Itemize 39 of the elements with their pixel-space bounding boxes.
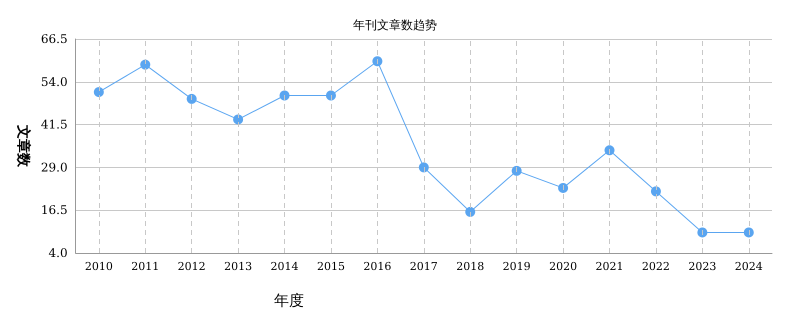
y-tick-label: 54.0: [40, 74, 68, 89]
y-tick-label: 66.5: [40, 32, 68, 46]
point: [372, 56, 382, 66]
x-tick-label: 2017: [410, 260, 438, 273]
point: [280, 90, 290, 100]
x-tick-label: 2010: [84, 260, 113, 273]
point: [465, 206, 476, 217]
x-tick-label: 2019: [502, 260, 531, 273]
y-tick-label: 4.0: [48, 246, 68, 260]
point: [650, 186, 661, 196]
x-tick-label: 2020: [549, 260, 578, 273]
y-tick-label: 41.5: [40, 118, 68, 132]
point: [604, 145, 615, 156]
x-tick-label: 2011: [131, 260, 160, 273]
x-tick-label: 2021: [596, 260, 624, 273]
x-tick-label: 2024: [734, 260, 763, 273]
y-tick-label: 16.5: [40, 203, 68, 218]
point: [140, 60, 150, 70]
y-tick-label: 29.0: [40, 160, 68, 174]
point: [558, 182, 568, 193]
point: [697, 227, 708, 238]
x-tick-label: 2015: [316, 260, 345, 273]
x-tick-label: 2023: [688, 260, 716, 273]
x-axis-title: 年度: [274, 292, 304, 310]
y-axis-title: 文章数: [15, 124, 32, 168]
point: [186, 94, 197, 104]
x-tick-label: 2013: [224, 260, 252, 273]
point: [233, 114, 244, 124]
x-tick-label: 2014: [270, 260, 299, 273]
x-tick-label: 2018: [456, 260, 484, 273]
point: [512, 166, 522, 176]
point: [744, 227, 754, 238]
chart-title: 年刊文章数趋势: [353, 18, 437, 32]
x-tick-label: 2022: [642, 260, 670, 273]
x-tick-label: 2016: [363, 260, 392, 273]
point: [94, 87, 104, 98]
point: [326, 90, 336, 100]
x-tick-label: 2012: [178, 260, 206, 273]
point: [418, 162, 429, 172]
